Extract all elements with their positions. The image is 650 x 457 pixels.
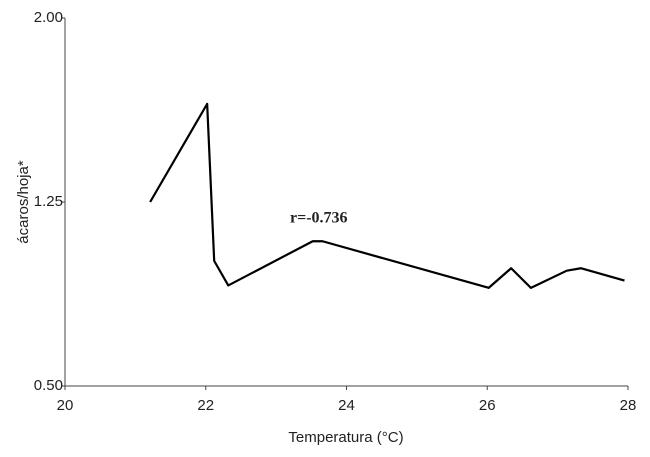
x-tick-label: 28 (620, 397, 637, 414)
y-tick-label: 1.25 (34, 193, 63, 210)
data-line (149, 102, 625, 289)
annotation: r=-0.736 (290, 210, 348, 227)
x-axis-label: Temperatura (°C) (288, 429, 403, 446)
x-tick-label: 24 (338, 397, 355, 414)
x-tick-label: 22 (197, 397, 214, 414)
y-tick-label: 2.00 (34, 9, 63, 26)
y-tick-label: 0.50 (34, 377, 63, 394)
y-axis-label: ácaros/hoja* (15, 160, 32, 244)
x-tick-label: 26 (479, 397, 496, 414)
x-tick-label: 20 (57, 397, 74, 414)
